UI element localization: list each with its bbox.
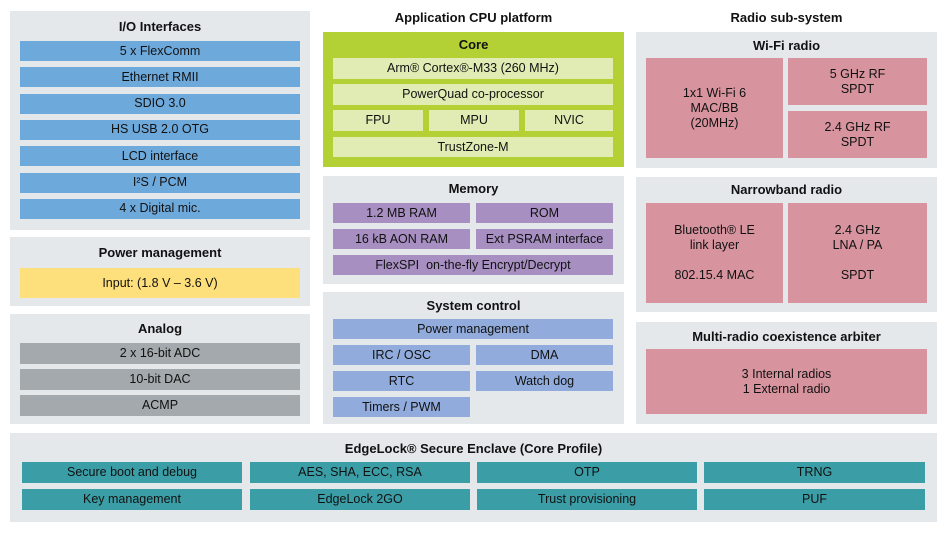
analog-title: Analog xyxy=(137,321,183,336)
rtc: RTC xyxy=(333,371,470,391)
watchdog: Watch dog xyxy=(476,371,613,391)
memory-title: Memory xyxy=(448,181,499,196)
wifi-24ghz-rf: 2.4 GHz RF SPDT xyxy=(788,111,927,158)
nvic: NVIC xyxy=(525,110,613,131)
lna-pa: 2.4 GHz LNA / PA SPDT xyxy=(788,203,927,303)
cortex-m33: Arm® Cortex®-M33 (260 MHz) xyxy=(333,58,613,79)
fpu: FPU xyxy=(333,110,423,131)
io-item: HS USB 2.0 OTG xyxy=(20,119,300,140)
io-item: I²S / PCM xyxy=(20,172,300,193)
cpu-heading: Application CPU platform xyxy=(394,10,553,25)
edgelock-item: AES, SHA, ECC, RSA xyxy=(250,462,470,483)
coex-title: Multi-radio coexistence arbiter xyxy=(692,329,881,344)
ram: 1.2 MB RAM xyxy=(333,203,470,223)
io-title: I/O Interfaces xyxy=(118,19,202,34)
edgelock-item: TRNG xyxy=(704,462,925,483)
timers-pwm: Timers / PWM xyxy=(333,397,470,417)
powerquad: PowerQuad co-processor xyxy=(333,84,613,105)
edgelock-title: EdgeLock® Secure Enclave (Core Profile) xyxy=(344,441,603,456)
io-item: Ethernet RMII xyxy=(20,67,300,88)
edgelock-item: Key management xyxy=(22,489,242,510)
rom: ROM xyxy=(476,203,613,223)
analog-item: 10-bit DAC xyxy=(20,369,300,390)
analog-item: ACMP xyxy=(20,395,300,416)
psram: Ext PSRAM interface xyxy=(476,229,613,249)
edgelock-item: PUF xyxy=(704,489,925,510)
wifi-5ghz-rf: 5 GHz RF SPDT xyxy=(788,58,927,105)
flexspi: FlexSPI on-the-fly Encrypt/Decrypt xyxy=(333,255,613,275)
aon-ram: 16 kB AON RAM xyxy=(333,229,470,249)
nb-title: Narrowband radio xyxy=(730,182,843,197)
edgelock-item: Trust provisioning xyxy=(477,489,697,510)
radio-heading: Radio sub-system xyxy=(730,10,843,25)
io-item: 4 x Digital mic. xyxy=(20,198,300,219)
sysctl-title: System control xyxy=(426,298,521,313)
io-item: 5 x FlexComm xyxy=(20,41,300,61)
wifi-mac: 1x1 Wi-Fi 6 MAC/BB (20MHz) xyxy=(646,58,783,158)
trustzone: TrustZone-M xyxy=(333,137,613,157)
analog-item: 2 x 16-bit ADC xyxy=(20,343,300,364)
power-input: Input: (1.8 V – 3.6 V) xyxy=(20,268,300,298)
sys-power: Power management xyxy=(333,319,613,339)
io-item: LCD interface xyxy=(20,146,300,167)
ble-link-layer: Bluetooth® LE link layer 802.15.4 MAC xyxy=(646,203,783,303)
edgelock-item: Secure boot and debug xyxy=(22,462,242,483)
edgelock-item: EdgeLock 2GO xyxy=(250,489,470,510)
io-item: SDIO 3.0 xyxy=(20,93,300,114)
wifi-title: Wi-Fi radio xyxy=(752,38,821,53)
power-title: Power management xyxy=(98,245,222,260)
coex-radios: 3 Internal radios 1 External radio xyxy=(646,349,927,414)
dma: DMA xyxy=(476,345,613,365)
irc-osc: IRC / OSC xyxy=(333,345,470,365)
edgelock-item: OTP xyxy=(477,462,697,483)
core-title: Core xyxy=(458,37,489,52)
mpu: MPU xyxy=(429,110,519,131)
